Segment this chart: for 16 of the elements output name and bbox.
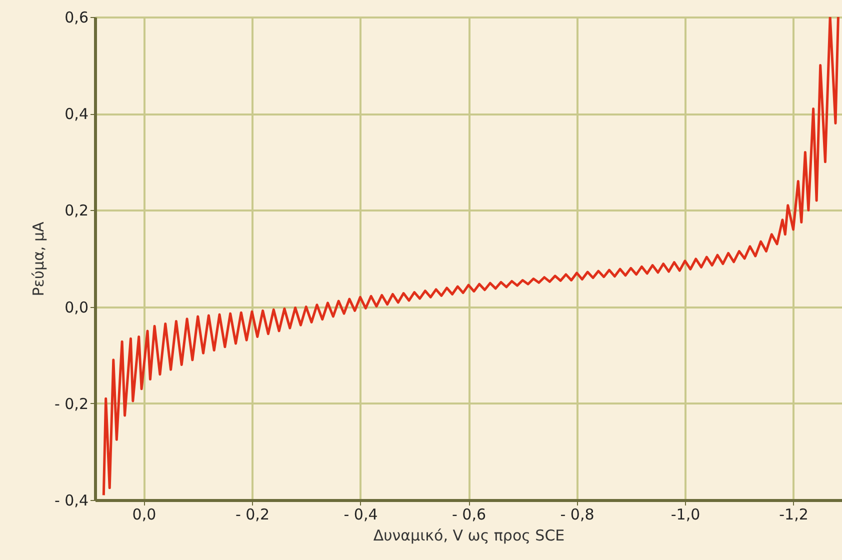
x-tick-label: - 0,4 bbox=[344, 506, 378, 524]
y-tick-label: 0,2 bbox=[64, 202, 88, 220]
x-tick-label: -1,2 bbox=[779, 506, 808, 524]
x-axis-title: Δυναμικό, V ως προς SCE bbox=[373, 526, 565, 544]
x-tick-label: - 0,6 bbox=[452, 506, 486, 524]
y-axis-title: Ρεύμα, μA bbox=[29, 220, 48, 296]
y-tick-label: 0,4 bbox=[64, 105, 88, 124]
y-tick-label: - 0,4 bbox=[54, 492, 88, 510]
y-tick-label: 0,0 bbox=[64, 298, 88, 316]
y-tick-label: 0,6 bbox=[64, 8, 88, 26]
x-tick-label: - 0,8 bbox=[560, 506, 594, 524]
line-series bbox=[102, 17, 840, 496]
y-tick-label: - 0,2 bbox=[54, 394, 88, 413]
x-tick-label: - 0,2 bbox=[235, 506, 270, 524]
x-tick-label: -1,0 bbox=[670, 506, 700, 524]
x-tick-label: 0,0 bbox=[132, 506, 156, 524]
